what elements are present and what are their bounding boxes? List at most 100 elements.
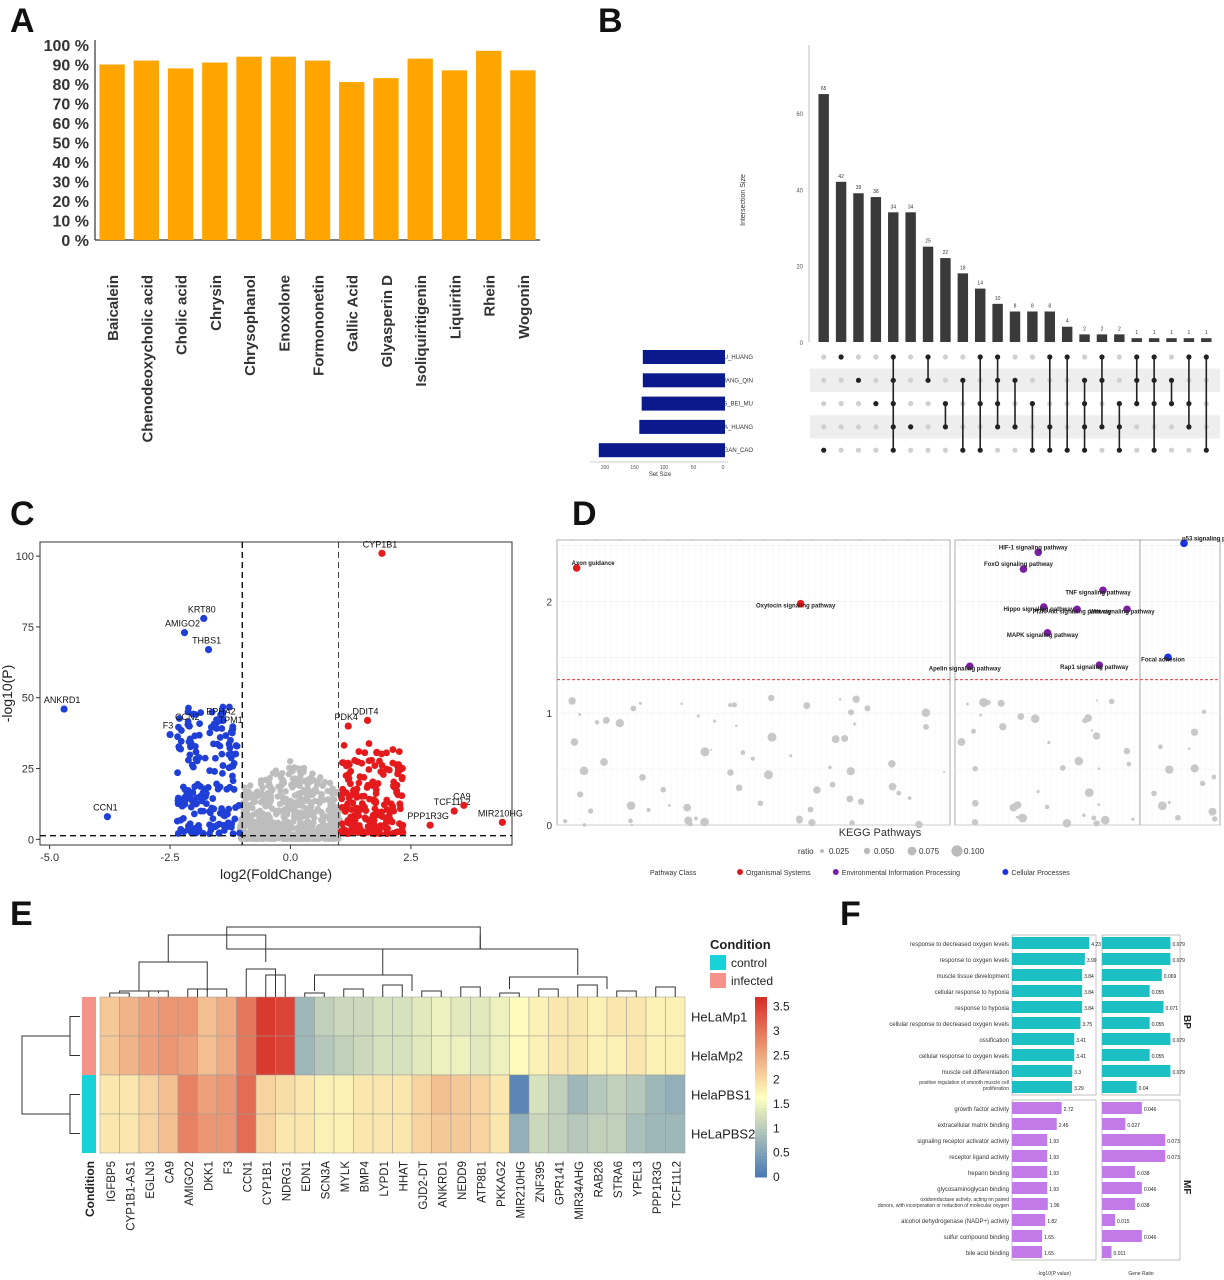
matrix-b-dot [838, 424, 844, 430]
dendrogram-e-col [421, 990, 442, 997]
bar-f-neglogp [1012, 1033, 1075, 1045]
colorbar-e-segment [755, 1132, 767, 1136]
point-c-down [174, 733, 181, 741]
point-d-hippo-signaling-pathway [1040, 603, 1048, 611]
heatmap-e-cell [333, 996, 354, 1037]
dendrogram-e-col [655, 986, 676, 997]
term-label-f: proliferation [983, 1086, 1009, 1092]
data-label-b: 1 [1153, 330, 1156, 336]
heatmap-e-cell [353, 1035, 374, 1076]
heatmap-e-cell [236, 1074, 257, 1115]
point-c-ns [275, 820, 283, 828]
data-label-f-neglogp: 1.96 [1050, 1203, 1060, 1209]
point-c-ns [331, 796, 338, 803]
point-c-down [224, 810, 231, 818]
col-label-e: TCF11L2 [671, 1161, 683, 1208]
tick-label-a-y: 90 % [53, 58, 89, 75]
bar-f-neglogp [1012, 1166, 1048, 1178]
heatmap-e-cell [450, 1035, 471, 1076]
col-label-e: RAB26 [593, 1161, 605, 1197]
data-label-f-neglogp: 3.84 [1084, 990, 1094, 996]
heatmap-e-cell [275, 1113, 296, 1154]
heatmap-e-cell [294, 996, 315, 1037]
point-c-ns [282, 835, 290, 842]
colorbar-e-segment [755, 1147, 767, 1151]
tick-label-a-y: 30 % [53, 175, 89, 192]
term-label-f: sulfur compound binding [944, 1235, 1009, 1241]
point-c-ns [249, 804, 256, 812]
point-c-down [228, 763, 235, 770]
bar-b-intersection [1148, 338, 1160, 342]
heatmap-e-cell [372, 1113, 393, 1154]
point-c-down [175, 723, 182, 731]
point-c-down [190, 810, 198, 818]
point-c-ddit4 [363, 716, 372, 725]
point-d-ns [1158, 744, 1163, 750]
bar-f-ratio [1102, 1065, 1171, 1077]
bar-b-intersection [905, 212, 916, 342]
point-d-ns [628, 818, 633, 824]
point-c-down [230, 786, 238, 793]
bar-b-intersection [957, 273, 969, 342]
point-d-ns [1082, 813, 1086, 818]
legend-d-size-mark [820, 849, 824, 853]
point-d-rap1-signaling-pathway [1095, 661, 1104, 669]
bar-f-ratio [1102, 1198, 1135, 1210]
heatmap-e-cell [645, 1035, 666, 1076]
point-d-ns [1074, 756, 1084, 766]
point-c-up [389, 746, 397, 753]
heatmap-e-cell [216, 1113, 237, 1154]
term-label-f: heparin binding [968, 1171, 1009, 1177]
matrix-b-dot [960, 354, 966, 360]
point-d-ns [852, 695, 860, 704]
tick-label-d-y: 2 [546, 597, 552, 608]
point-c-down [236, 829, 244, 837]
condition-e-cell [82, 1075, 96, 1114]
point-d-ns [577, 791, 584, 798]
plot-f-frame-right [1101, 934, 1181, 1096]
dendrogram-e-col [197, 988, 228, 997]
heatmap-e-cell [236, 1035, 257, 1076]
colorbar-e-segment [755, 1003, 767, 1007]
point-c-ns [287, 758, 294, 765]
data-label-f-neglogp: 3.3 [1074, 1070, 1081, 1076]
colorbar-e-segment [755, 1054, 767, 1058]
point-c-down [208, 708, 216, 716]
point-c-down [185, 756, 192, 764]
point-label-d: FoxO signaling pathway [984, 562, 1054, 568]
point-d-ns [849, 820, 855, 826]
tick-label-b-setsize: 50 [691, 465, 697, 471]
dendrogram-e-col [509, 976, 608, 989]
colorbar-e-segment [755, 1051, 767, 1055]
heatmap-e-cell [275, 996, 296, 1037]
bar-f-ratio [1102, 969, 1162, 981]
point-c-ns [291, 810, 298, 817]
colorbar-e-segment [755, 1162, 767, 1166]
heatmap-e-cell [353, 1074, 374, 1115]
point-d-ns [789, 754, 793, 758]
point-c-ns [255, 823, 263, 830]
heatmap-e-cell [606, 1035, 627, 1076]
matrix-b-dot [1029, 377, 1035, 383]
point-d-axon-guidance [572, 564, 581, 572]
point-d-ns [579, 766, 589, 776]
heatmap-e-cell [626, 1113, 647, 1154]
data-label-b: 42 [838, 174, 844, 180]
point-d-ns [667, 804, 671, 807]
point-c-down [177, 737, 185, 745]
bar-f-neglogp [1012, 985, 1083, 997]
matrix-b-dot [1168, 354, 1175, 360]
point-c-ns [249, 811, 256, 819]
data-label-b: 1 [1188, 330, 1191, 336]
colorbar-e-segment [755, 1000, 767, 1004]
bar-f-neglogp [1012, 1118, 1057, 1130]
point-c-down [177, 825, 185, 833]
tick-label-c-x: 2.5 [403, 852, 418, 864]
set-label-b: HUANG_QIN [717, 378, 753, 384]
point-c-ns [324, 787, 331, 795]
dendrogram-e-col [499, 992, 520, 997]
panel-label-e: E [10, 895, 33, 933]
point-d-ns [965, 702, 969, 706]
heatmap-e-cell [119, 1074, 140, 1115]
